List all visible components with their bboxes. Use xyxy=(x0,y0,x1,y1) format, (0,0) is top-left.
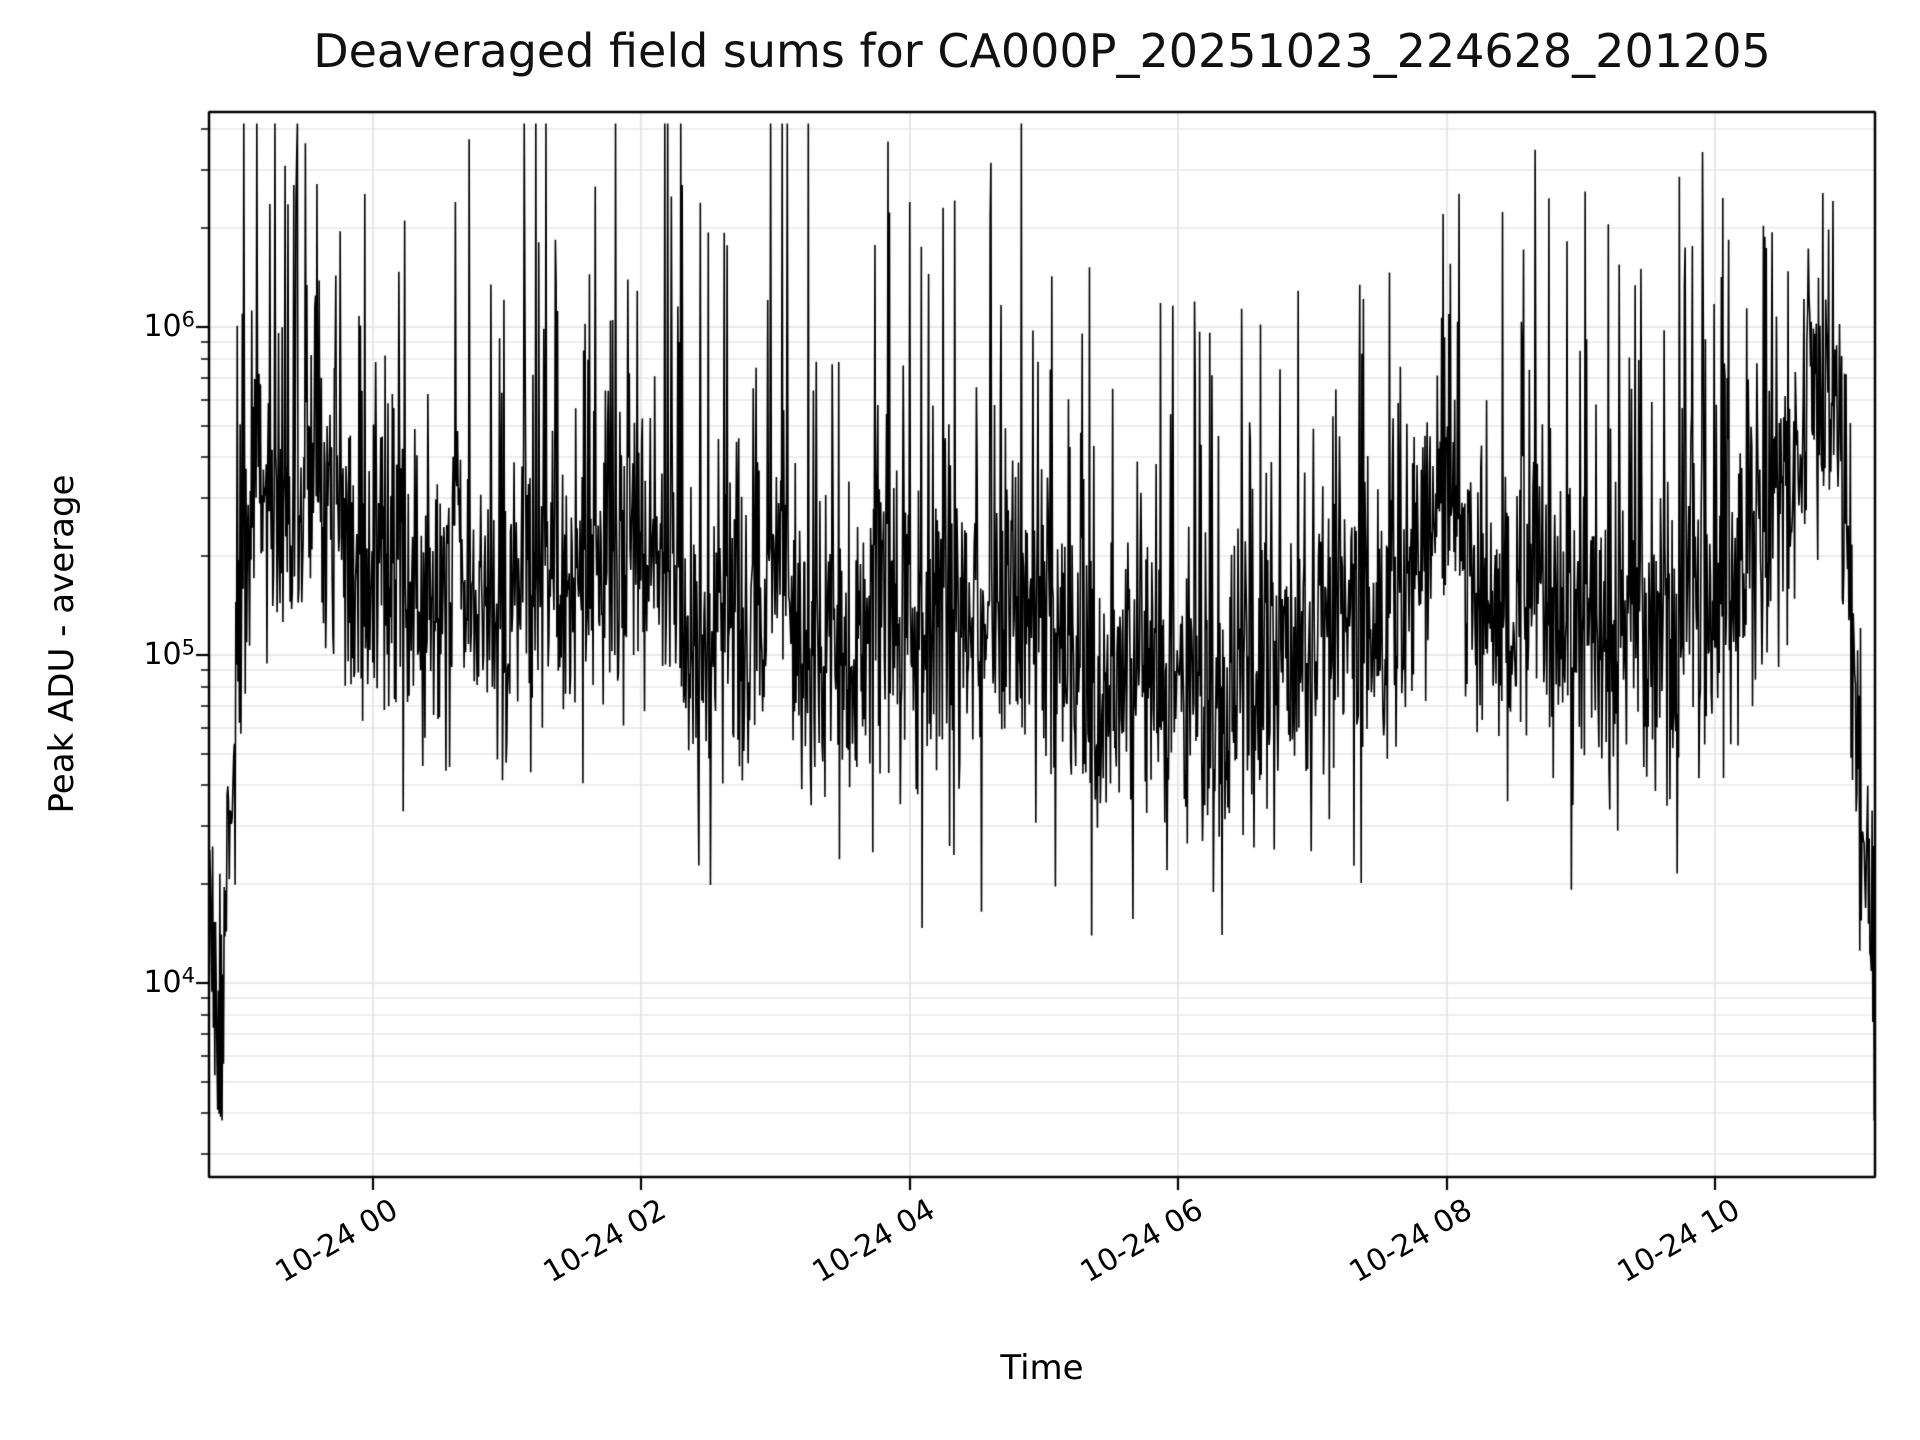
y-tick-label: 104 xyxy=(143,963,195,1000)
y-tick-label: 105 xyxy=(143,635,195,672)
y-tick-label: 106 xyxy=(143,307,195,344)
chart-title: Deaveraged field sums for CA000P_2025102… xyxy=(313,24,1771,78)
x-axis-label: Time xyxy=(1000,1348,1084,1388)
y-axis-label: Peak ADU - average xyxy=(42,474,82,814)
